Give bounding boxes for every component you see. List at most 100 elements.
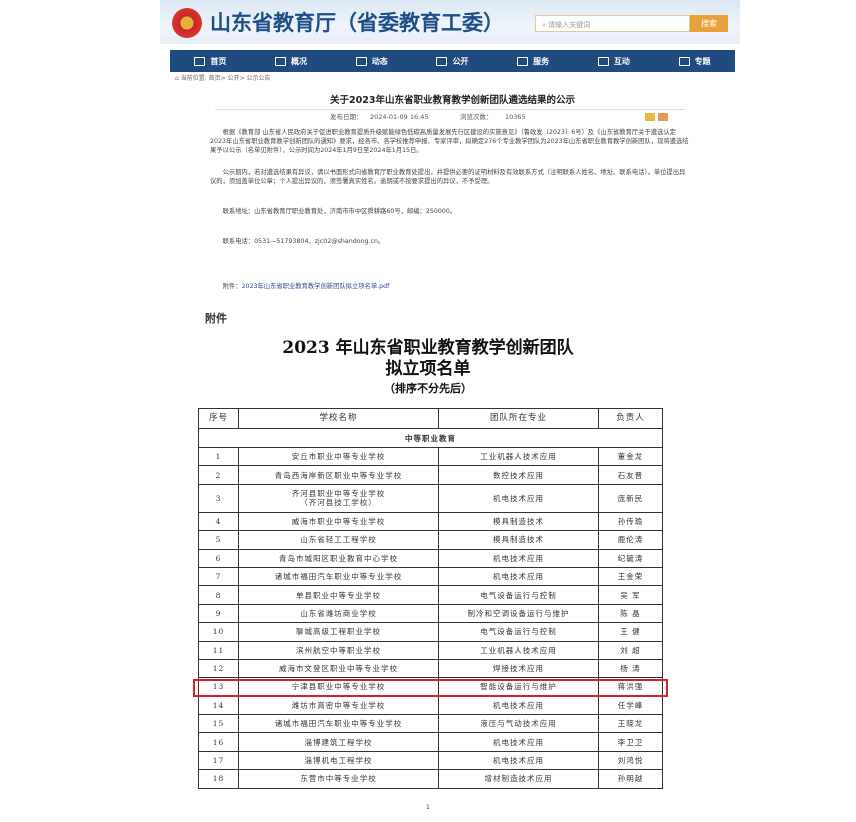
leader: 石友晋 bbox=[598, 465, 663, 485]
nav-item[interactable]: 动态 bbox=[355, 56, 388, 67]
font-size-icon[interactable] bbox=[645, 113, 655, 121]
table-row: 11 滨州航空中等职业学校 工业机器人技术应用刘 超 bbox=[198, 640, 663, 660]
team-major: 电气设备运行与控制 bbox=[438, 622, 599, 642]
school-name: 齐河县职业中等专业学校 （齐河县技工学校） bbox=[238, 483, 439, 513]
main-nav: 首页 概况 动态 公开 服务 互动 专题 bbox=[170, 50, 735, 72]
column-header: 序号 bbox=[198, 408, 239, 429]
row-number: 9 bbox=[198, 603, 239, 624]
leader: 王晓龙 bbox=[598, 714, 663, 734]
table-row: 3 齐河县职业中等专业学校 （齐河县技工学校） 机电技术应用 庞新民 bbox=[198, 483, 663, 513]
row-number: 1 bbox=[198, 446, 239, 467]
leader: 鹿伦涛 bbox=[598, 530, 663, 550]
row-number: 12 bbox=[198, 658, 239, 679]
nav-label: 首页 bbox=[210, 56, 227, 66]
article-panel: 关于2023年山东省职业教育教学创新团队遴选结果的公示 发布日期： 2024-0… bbox=[170, 88, 735, 300]
nav-label: 概况 bbox=[291, 56, 308, 66]
search-input[interactable]: ⌕ 请输入关键词 bbox=[535, 15, 690, 32]
book-icon bbox=[436, 56, 448, 66]
table-row: 6 青岛市城阳区职业教育中心学校 机电技术应用 纪毓涛 bbox=[198, 548, 663, 568]
school-name: 青岛市城阳区职业教育中心学校 bbox=[238, 548, 439, 568]
team-major: 数控技术应用 bbox=[438, 465, 599, 485]
team-major: 工业机器人技术应用 bbox=[438, 640, 599, 660]
nav-label: 动态 bbox=[371, 56, 388, 66]
attachment-heading: 附件 bbox=[205, 312, 227, 325]
print-icon[interactable] bbox=[658, 113, 668, 121]
site-header: 山东省教育厅（省委教育工委） ⌕ 请输入关键词 搜索 bbox=[160, 0, 740, 44]
nav-item[interactable]: 概况 bbox=[275, 56, 307, 67]
team-major: 电气设备运行与控制 bbox=[438, 585, 599, 605]
row-number: 4 bbox=[198, 511, 239, 532]
doc-title-line2: 拟立项名单 bbox=[385, 359, 471, 379]
publish-date: 2024-01-09 16:45 bbox=[370, 113, 429, 121]
home-icon bbox=[194, 56, 206, 66]
leader: 刘 超 bbox=[598, 640, 663, 660]
nav-item[interactable]: 首页 bbox=[194, 56, 226, 67]
table-row: 17 淄博机电工程学校 机电技术应用 刘鸿悦 bbox=[198, 750, 663, 771]
column-header: 负责人 bbox=[598, 408, 663, 429]
leader: 董金龙 bbox=[598, 446, 663, 467]
school-name: 东营市中等专业学校 bbox=[238, 769, 439, 789]
leader: 杨 涛 bbox=[598, 658, 663, 679]
section-title: 中等职业教育 bbox=[198, 428, 663, 448]
row-number: 6 bbox=[198, 548, 239, 568]
leader: 王 健 bbox=[598, 622, 663, 642]
leader: 纪毓涛 bbox=[598, 548, 663, 568]
table-row: 4 威海市职业中等专业学校 模具制造技术 孙传瑜 bbox=[198, 511, 663, 532]
page-number: 1 bbox=[426, 804, 430, 811]
school-name: 单县职业中等专业学校 bbox=[238, 585, 439, 605]
table-row: 7 诸城市福田汽车职业中等专业学校 机电技术应用 王金荣 bbox=[198, 566, 663, 587]
highlight-box bbox=[193, 679, 668, 697]
school-name: 聊城高级工程职业学校 bbox=[238, 622, 439, 642]
school-name: 诸城市福田汽车职业中等专业学校 bbox=[238, 714, 439, 734]
paragraph: 根据《教育部 山东省人民政府关于促进职业教育提质升级赋能绿色低碳高质量发展先行区… bbox=[210, 129, 689, 154]
table-row: 14 潍坊市高密中等专业学校 机电技术应用 任学峰 bbox=[198, 695, 663, 716]
school-name: 青岛西海岸新区职业中等专业学校 bbox=[238, 465, 439, 485]
leader: 刘鸿悦 bbox=[598, 750, 663, 771]
nav-item[interactable]: 公开 bbox=[436, 56, 468, 67]
row-number: 10 bbox=[198, 622, 239, 642]
nav-item[interactable]: 专题 bbox=[678, 56, 711, 67]
article-title: 关于2023年山东省职业教育教学创新团队遴选结果的公示 bbox=[330, 95, 575, 106]
team-major: 机电技术应用 bbox=[438, 750, 599, 771]
school-name: 滨州航空中等职业学校 bbox=[238, 640, 439, 660]
team-major: 模具制造技术 bbox=[438, 530, 599, 550]
leader: 庞新民 bbox=[598, 483, 663, 513]
row-number: 18 bbox=[198, 769, 239, 789]
doc-title: 2023 年山东省职业教育教学创新团队 bbox=[282, 338, 574, 358]
row-number: 7 bbox=[198, 566, 239, 587]
nav-label: 专题 bbox=[694, 56, 711, 66]
row-number: 17 bbox=[198, 750, 239, 771]
site-title[interactable]: 山东省教育厅（省委教育工委） bbox=[210, 11, 504, 35]
view-count: 10365 bbox=[505, 113, 526, 121]
table-row: 9 山东省潍坊商业学校 制冷和空调设备运行与维护陈 晶 bbox=[198, 603, 663, 624]
news-icon bbox=[355, 56, 367, 66]
attachment: 附件：2023年山东省职业教育教学创新团队拟立项名单.pdf bbox=[210, 282, 690, 291]
table-row: 18 东营市中等专业学校 增材制造技术应用 孙明越 bbox=[198, 769, 663, 789]
row-number: 2 bbox=[198, 465, 239, 485]
attachment-link[interactable]: 2023年山东省职业教育教学创新团队拟立项名单.pdf bbox=[241, 283, 390, 290]
row-number: 5 bbox=[198, 530, 239, 550]
nav-label: 公开 bbox=[452, 56, 469, 66]
leader: 陈 晶 bbox=[598, 603, 663, 624]
row-number: 8 bbox=[198, 585, 239, 605]
contact-phone: 联系电话：0531—51793804，zjc02@shandong.cn。 bbox=[222, 238, 385, 245]
date-label: 发布日期： bbox=[330, 113, 363, 121]
table-row: 8 单县职业中等专业学校 电气设备运行与控制吴 军 bbox=[198, 585, 663, 605]
team-major: 制冷和空调设备运行与维护 bbox=[438, 603, 599, 624]
nav-item[interactable]: 互动 bbox=[597, 56, 630, 67]
nav-item[interactable]: 服务 bbox=[517, 56, 549, 67]
team-major: 机电技术应用 bbox=[438, 483, 599, 513]
table-header: 序号 学校名称 团队所在专业 负责人 bbox=[198, 408, 663, 429]
team-major: 机电技术应用 bbox=[438, 732, 599, 752]
overview-icon bbox=[275, 56, 287, 66]
school-name: 山东省潍坊商业学校 bbox=[238, 603, 439, 624]
attachment-label: 附件： bbox=[222, 283, 242, 290]
search-button[interactable]: 搜索 bbox=[690, 15, 728, 32]
doc-subtitle: （排序不分先后） bbox=[384, 382, 472, 395]
school-name: 诸城市福田汽车职业中等专业学校 bbox=[238, 566, 439, 587]
table-row: 16 淄博建筑工程学校 机电技术应用 李卫卫 bbox=[198, 732, 663, 752]
school-name: 威海市职业中等专业学校 bbox=[238, 511, 439, 532]
table-row: 2 青岛西海岸新区职业中等专业学校 数控技术应用 石友晋 bbox=[198, 465, 663, 485]
team-major: 焊接技术应用 bbox=[438, 658, 599, 679]
team-major: 工业机器人技术应用 bbox=[438, 446, 599, 467]
